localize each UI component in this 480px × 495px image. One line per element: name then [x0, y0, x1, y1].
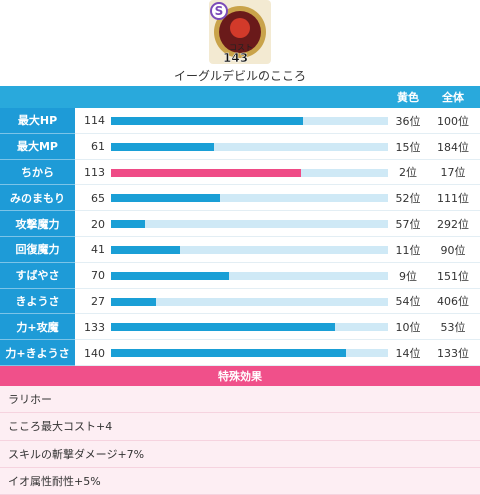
stat-label: すばやさ — [0, 262, 75, 289]
column-header: 全体 — [442, 91, 464, 104]
rank-color: 11位 — [395, 243, 421, 257]
bar — [111, 220, 145, 229]
bar — [111, 349, 347, 358]
stat-label: 攻撃魔力 — [0, 211, 75, 237]
cost: 143 — [223, 51, 248, 64]
bar — [111, 271, 229, 280]
stat-label: 力+攻魔 — [0, 314, 75, 341]
stat-value: 20 — [91, 217, 105, 231]
row-bg — [0, 340, 480, 366]
stat-value: 65 — [91, 191, 105, 205]
rank-all: 100位 — [437, 114, 469, 128]
bar-track — [111, 297, 388, 306]
rank-all: 406位 — [437, 295, 469, 309]
stat-value: 70 — [91, 269, 105, 283]
rank-all: 292位 — [437, 218, 469, 232]
effect-item: スキルの斬撃ダメージ+7% — [0, 440, 480, 468]
rank-color: 2位 — [399, 166, 417, 180]
cost-label: コスト — [229, 43, 253, 52]
table-header — [0, 86, 480, 108]
rank-color: 14位 — [395, 347, 421, 361]
effect-item: イオ属性耐性+5% — [0, 467, 480, 495]
heart-icon: S コスト 143 — [209, 0, 271, 64]
stat-value: 114 — [84, 114, 105, 128]
bar-track — [111, 142, 388, 151]
badge-text: S — [215, 4, 224, 18]
bar-track — [111, 220, 388, 229]
rank-all: 133位 — [437, 347, 469, 361]
effects-title: 特殊効果 — [0, 366, 480, 386]
bar — [111, 297, 157, 306]
bar — [111, 142, 214, 151]
rank-color: 36位 — [395, 114, 421, 128]
stat-value: 61 — [91, 140, 105, 154]
rank-all: 151位 — [437, 269, 469, 283]
stat-value: 27 — [91, 294, 105, 308]
rank-all: 184位 — [437, 140, 469, 154]
rank-color: 52位 — [395, 192, 421, 206]
stat-value: 113 — [84, 165, 105, 179]
stat-value: 133 — [84, 320, 105, 334]
rank-color: 57位 — [395, 218, 421, 232]
bar — [111, 323, 335, 332]
icon-monster — [230, 18, 250, 38]
rank-color: 10位 — [395, 321, 421, 335]
effect-item: ラリホー — [0, 386, 480, 414]
bar — [111, 194, 221, 203]
stat-label: 力+きようさ — [0, 340, 75, 366]
stat-label: きようさ — [0, 288, 75, 315]
stat-label: 最大MP — [0, 133, 75, 160]
stat-value: 140 — [84, 346, 105, 360]
bar — [111, 116, 303, 125]
bar-track — [111, 271, 388, 280]
rank-all: 53位 — [440, 321, 466, 335]
stat-label: ちから — [0, 159, 75, 186]
rank-all: 90位 — [440, 243, 466, 257]
stat-label: 最大HP — [0, 108, 75, 134]
title: イーグルデビルのこころ — [173, 68, 306, 83]
rank-all: 111位 — [437, 192, 469, 206]
bar-track — [111, 245, 388, 254]
effect-item: こころ最大コスト+4 — [0, 413, 480, 441]
rank-color: 9位 — [399, 269, 417, 283]
bar-track — [111, 194, 388, 203]
stat-label: 回復魔力 — [0, 237, 75, 263]
bar — [111, 245, 180, 254]
rank-all: 17位 — [440, 166, 466, 180]
rank-color: 15位 — [395, 140, 421, 154]
stat-label: みのまもり — [0, 185, 75, 212]
badge — [210, 2, 228, 20]
rank-color: 54位 — [395, 295, 421, 309]
column-header: 黄色 — [397, 91, 419, 104]
stat-value: 41 — [91, 243, 105, 257]
bar — [111, 168, 302, 177]
